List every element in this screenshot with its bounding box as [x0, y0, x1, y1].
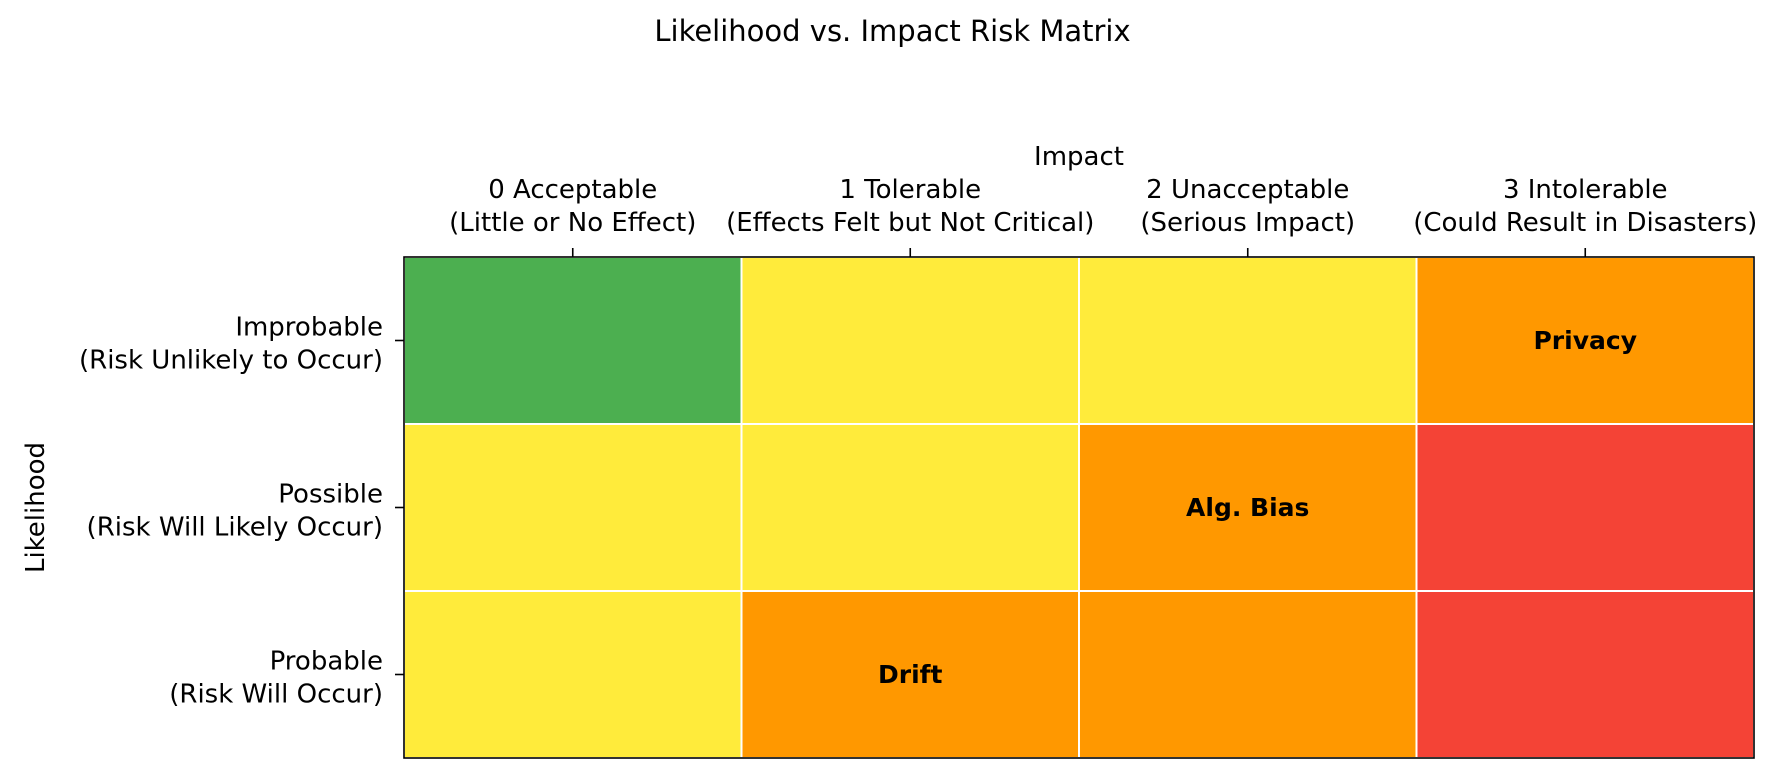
cell-label-alg-bias: Alg. Bias — [1186, 493, 1309, 522]
matrix-cell-r0-c1 — [740, 256, 1080, 425]
x-tick-label-3: 3 Intolerable — [1503, 175, 1668, 205]
y-tick-sublabel-1: (Risk Will Likely Occur) — [87, 513, 383, 543]
matrix-cell-r1-c2 — [1078, 423, 1418, 592]
x-tick-label-2: 2 Unacceptable — [1146, 175, 1349, 205]
y-axis-label: Likelihood — [21, 442, 51, 573]
x-tick-label-0: 0 Acceptable — [488, 175, 657, 205]
x-tick-sublabel-3: (Could Result in Disasters) — [1413, 208, 1757, 238]
x-tick-sublabel-2: (Serious Impact) — [1140, 208, 1355, 238]
matrix-cell-r0-c0 — [403, 256, 743, 425]
matrix-cell-r0-c3 — [1415, 256, 1755, 425]
matrix-cell-r0-c2 — [1078, 256, 1418, 425]
matrix-cell-r1-c1 — [740, 423, 1080, 592]
y-tick-sublabel-2: (Risk Will Occur) — [169, 680, 383, 710]
y-tick-label-1: Possible — [278, 480, 383, 510]
matrix-cell-r2-c2 — [1078, 590, 1418, 759]
x-tick-sublabel-1: (Effects Felt but Not Critical) — [726, 208, 1094, 238]
cell-label-drift: Drift — [878, 660, 943, 689]
chart-title: Likelihood vs. Impact Risk Matrix — [654, 14, 1131, 48]
matrix-cell-r2-c0 — [403, 590, 743, 759]
y-tick-label-0: Improbable — [235, 313, 383, 343]
cell-label-privacy: Privacy — [1533, 326, 1637, 355]
matrix-cell-r2-c1 — [740, 590, 1080, 759]
y-tick-label-2: Probable — [270, 647, 383, 677]
matrix-cell-r2-c3 — [1415, 590, 1755, 759]
matrix-cell-r1-c3 — [1415, 423, 1755, 592]
y-tick-sublabel-0: (Risk Unlikely to Occur) — [79, 346, 383, 376]
x-tick-sublabel-0: (Little or No Effect) — [449, 208, 696, 238]
matrix-cell-r1-c0 — [403, 423, 743, 592]
x-axis-label: Impact — [1034, 142, 1124, 172]
x-tick-label-1: 1 Tolerable — [839, 175, 981, 205]
